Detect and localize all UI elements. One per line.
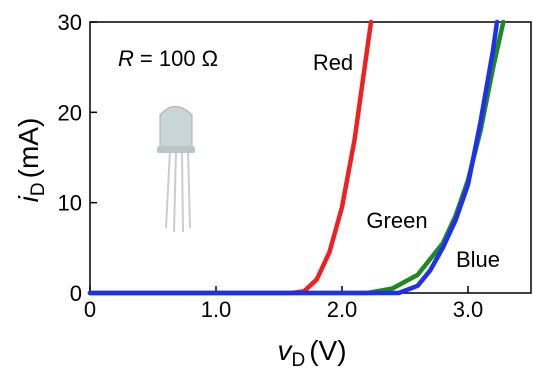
y-label-unit: (mA)	[13, 118, 44, 179]
y-axis-label: iD (mA)	[13, 118, 49, 203]
x-tick-label: 0	[84, 297, 96, 322]
x-label-unit: (V)	[309, 335, 346, 366]
series-label: Red	[313, 50, 353, 75]
series-label: Green	[366, 208, 427, 233]
led-icon	[157, 106, 195, 233]
x-tick-label: 1.0	[201, 297, 232, 322]
y-tick-label: 0	[70, 281, 82, 306]
x-tick-label: 3.0	[453, 297, 484, 322]
y-tick-label: 20	[58, 100, 82, 125]
x-tick-label: 2.0	[327, 297, 358, 322]
x-axis-label: vD (V)	[277, 335, 346, 371]
x-label-symbol: v	[277, 335, 293, 366]
annotation-symbol: R	[118, 46, 134, 71]
series-label: Blue	[456, 247, 500, 272]
y-tick-label: 10	[58, 191, 82, 216]
annotation: R = 100 Ω	[118, 46, 218, 71]
series-line	[87, 19, 500, 296]
x-label-subscript: D	[291, 350, 305, 371]
y-label-subscript: D	[28, 182, 49, 196]
y-label-symbol: i	[13, 195, 44, 202]
annotation-text: = 100 Ω	[140, 46, 218, 71]
y-tick-label: 30	[58, 10, 82, 35]
